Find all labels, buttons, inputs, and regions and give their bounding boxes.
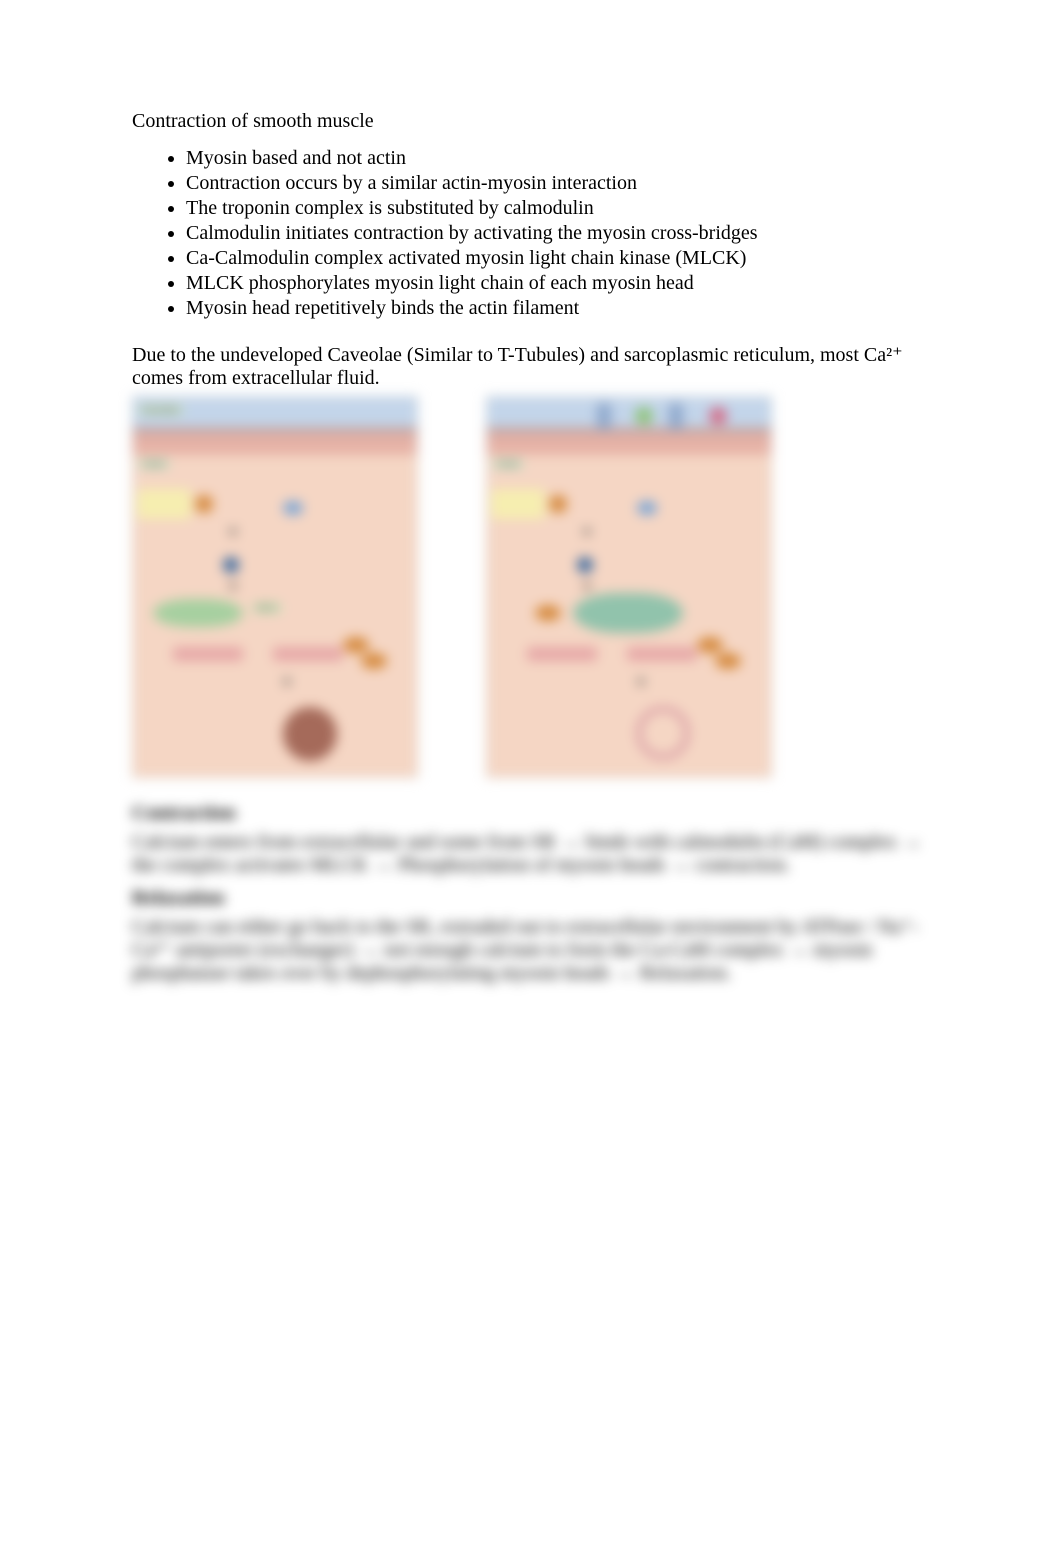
contraction-diagram: Extracellular Cytosol MLCK: [132, 396, 418, 778]
list-item: Contraction occurs by a similar actin-my…: [186, 172, 932, 195]
bullet-list: Myosin based and not actin Contraction o…: [132, 147, 932, 320]
blurred-preview-region: Extracellular Cytosol MLCK: [132, 396, 932, 985]
list-item: Calmodulin initiates contraction by acti…: [186, 222, 932, 245]
contraction-body: Calcium enters from extracellular and so…: [132, 831, 932, 877]
relaxation-body: Calcium can either go back to the SR, ex…: [132, 916, 932, 985]
relaxation-diagram: Cytosol: [486, 396, 772, 778]
intro-paragraph: Due to the undeveloped Caveolae (Similar…: [132, 344, 932, 390]
diagram-row: Extracellular Cytosol MLCK: [132, 396, 932, 778]
contraction-heading: Contraction: [132, 802, 932, 825]
relaxation-heading: Relaxation: [132, 887, 932, 910]
page-content: Contraction of smooth muscle Myosin base…: [0, 0, 1062, 1055]
list-item: MLCK phosphorylates myosin light chain o…: [186, 272, 932, 295]
list-item: The troponin complex is substituted by c…: [186, 197, 932, 220]
list-item: Myosin head repetitively binds the actin…: [186, 297, 932, 320]
page-title: Contraction of smooth muscle: [132, 110, 932, 133]
list-item: Myosin based and not actin: [186, 147, 932, 170]
list-item: Ca-Calmodulin complex activated myosin l…: [186, 247, 932, 270]
